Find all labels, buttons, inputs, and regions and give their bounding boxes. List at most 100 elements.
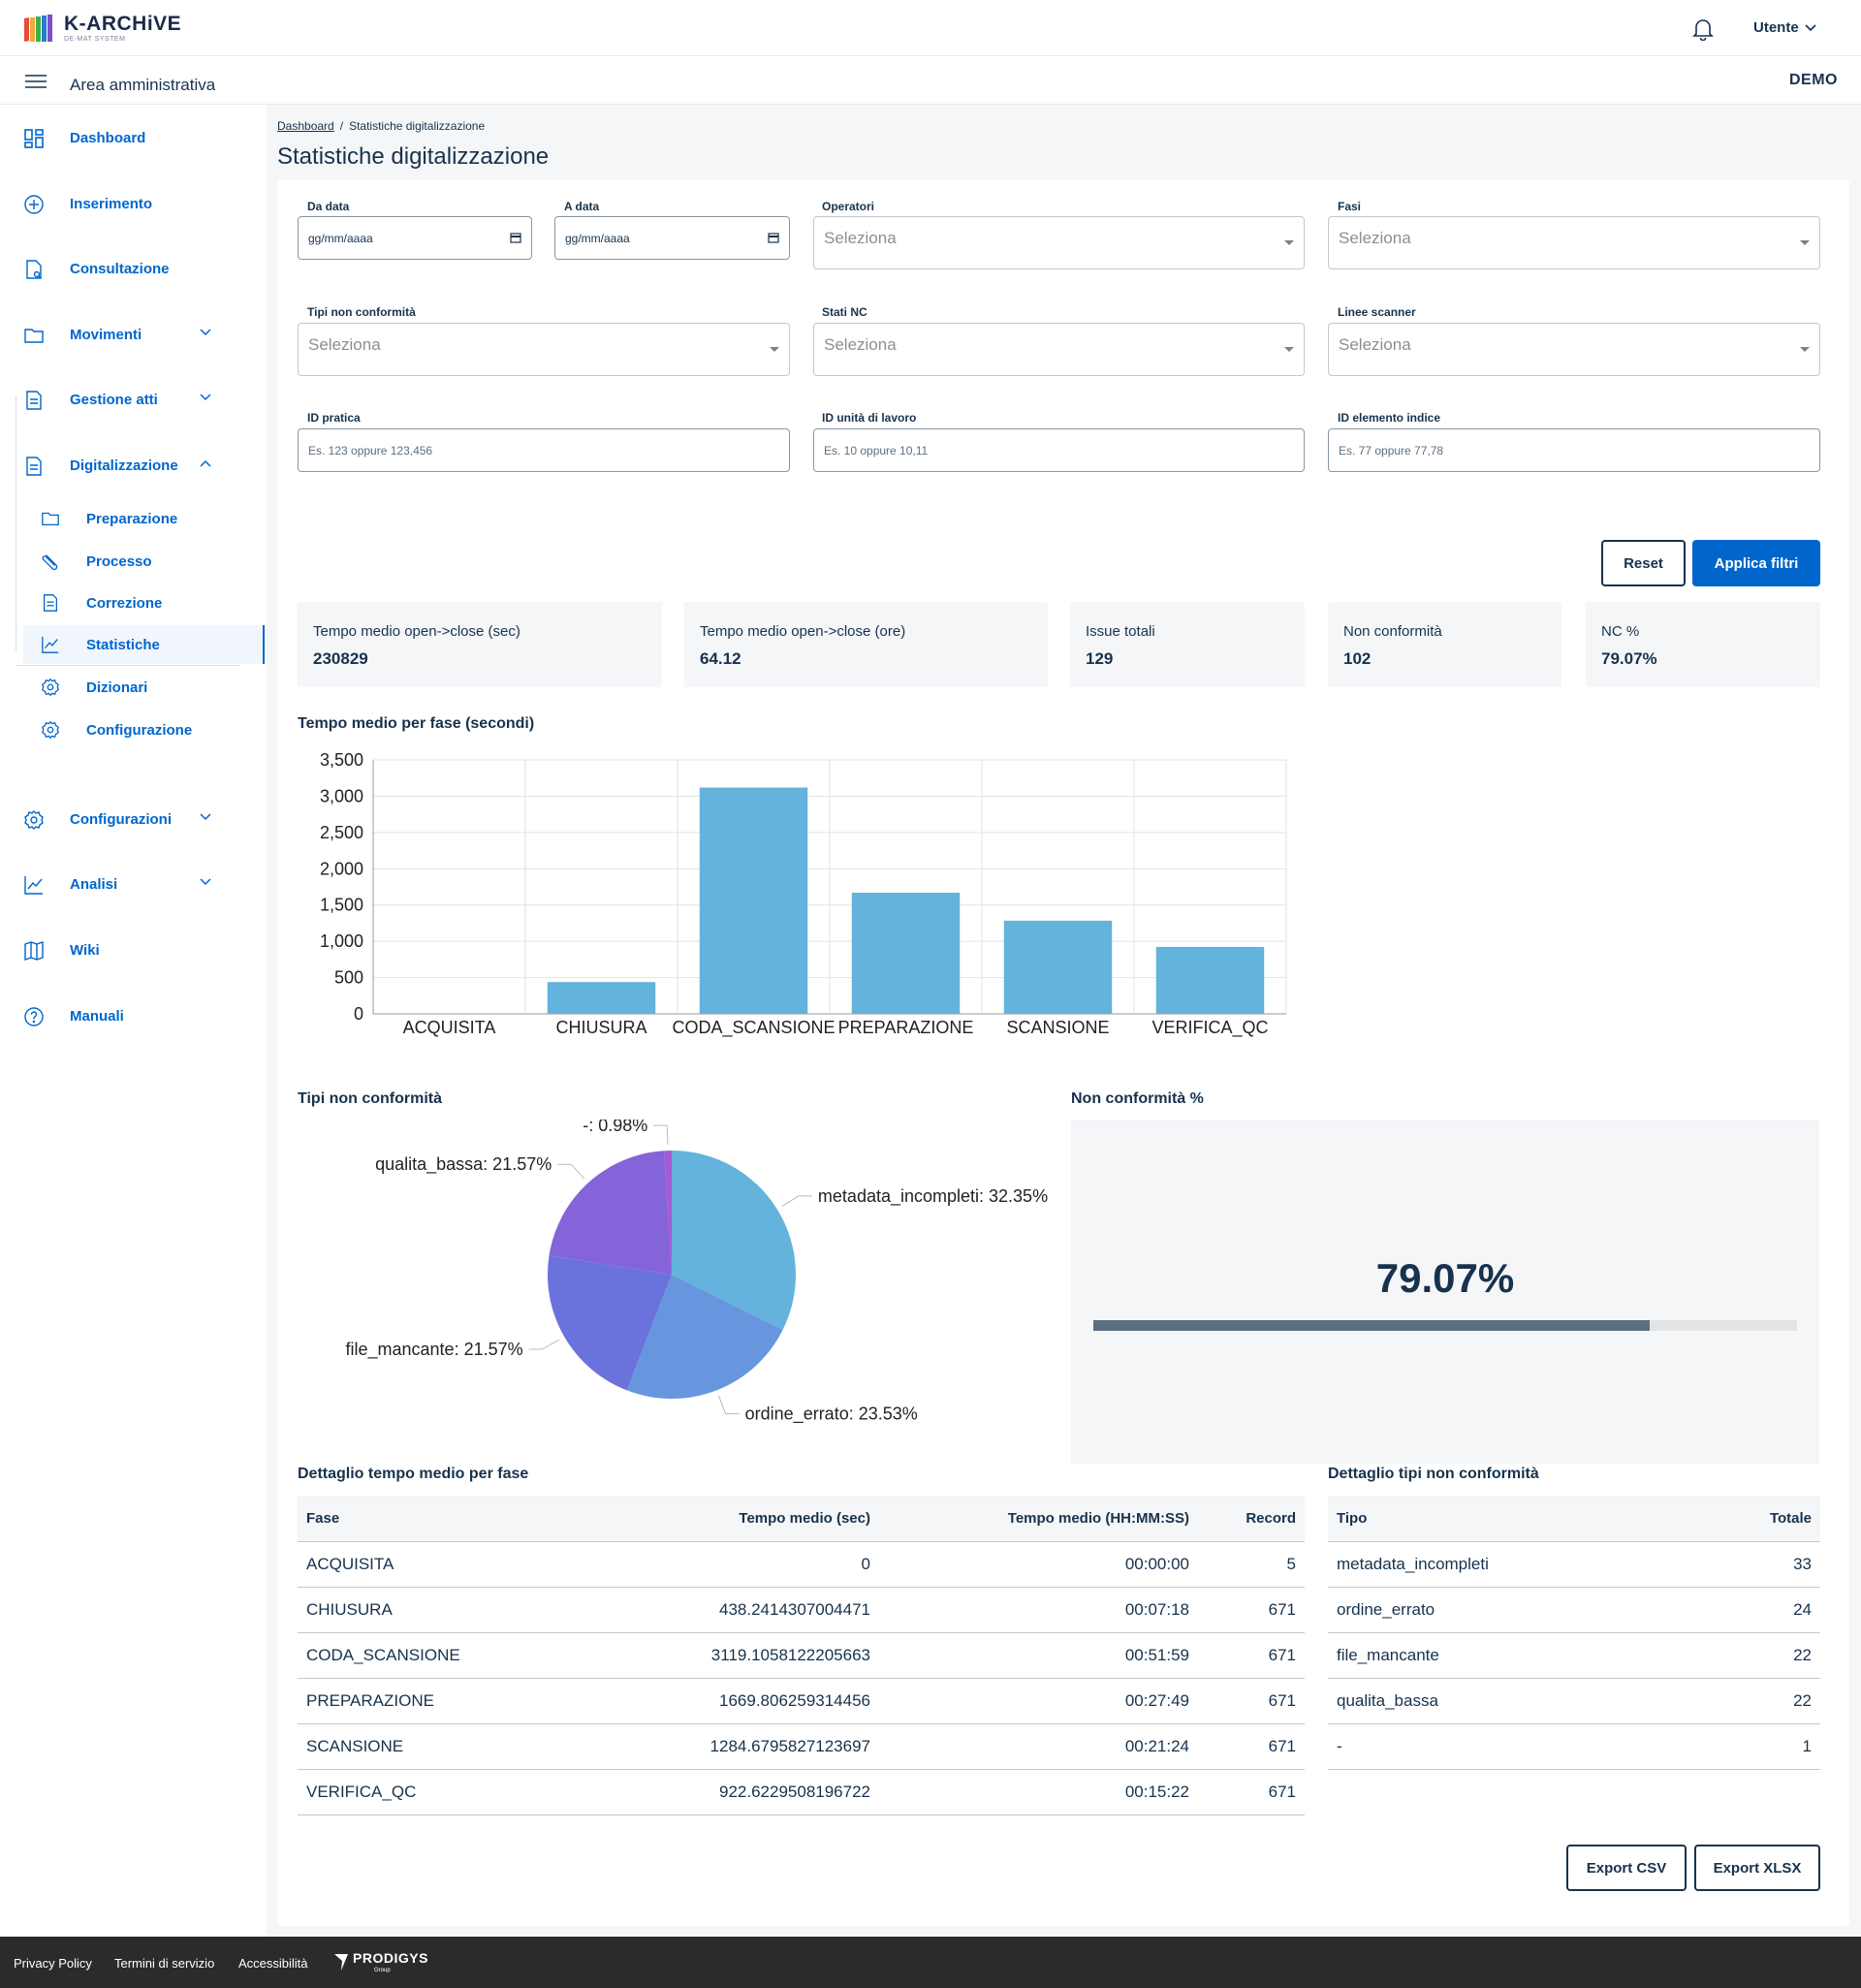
- sidebar-item-label: Consultazione: [70, 260, 170, 277]
- cell-tempo-hms: 00:51:59: [879, 1632, 1198, 1679]
- sidebar-item-label: Wiki: [70, 941, 100, 959]
- pie-slice[interactable]: [549, 1151, 672, 1275]
- sidebar-item-gestione-atti[interactable]: Gestione atti: [0, 380, 267, 419]
- id-unita-label: ID unità di lavoro: [822, 411, 917, 425]
- tipi-nc-placeholder: Seleziona: [308, 335, 381, 354]
- pie-slice[interactable]: [626, 1275, 783, 1399]
- apply-filters-button[interactable]: Applica filtri: [1692, 540, 1820, 586]
- chart-line-icon: [24, 876, 43, 895]
- sidebar-subitem-preparazione[interactable]: Preparazione: [23, 499, 265, 538]
- sidebar-item-configurazioni[interactable]: Configurazioni: [0, 800, 267, 838]
- sidebar-item-digitalizzazione[interactable]: Digitalizzazione: [0, 446, 267, 485]
- sidebar-item-wiki[interactable]: Wiki: [0, 931, 267, 969]
- pie-chart-title: Tipi non conformità: [298, 1090, 443, 1107]
- pie-slice-label: ordine_errato: 23.53%: [745, 1404, 918, 1425]
- notifications-bell-icon[interactable]: [1692, 17, 1714, 41]
- pie-slice[interactable]: [548, 1255, 672, 1391]
- y-tick-label: 500: [334, 968, 363, 988]
- tipi-nc-label: Tipi non conformità: [307, 305, 416, 319]
- breadcrumb-home-link[interactable]: Dashboard: [277, 119, 334, 133]
- sidebar-subitem-correzione[interactable]: Correzione: [23, 584, 265, 622]
- reset-button[interactable]: Reset: [1601, 540, 1686, 586]
- kpi-value: 230829: [313, 649, 368, 668]
- clip-icon: [42, 554, 58, 571]
- x-tick-label: VERIFICA_QC: [1151, 1018, 1268, 1038]
- cell-record: 671: [1198, 1678, 1305, 1724]
- x-tick-label: CODA_SCANSIONE: [672, 1018, 835, 1038]
- kpi-label: Non conformità: [1343, 623, 1442, 640]
- file-icon: [44, 594, 57, 612]
- pie-chart: metadata_incompleti: 32.35% ordine_errato…: [346, 1120, 1049, 1425]
- bar[interactable]: [1155, 946, 1265, 1014]
- bar[interactable]: [699, 787, 808, 1014]
- bar[interactable]: [1003, 920, 1113, 1014]
- file-icon: [26, 391, 42, 410]
- document-search-icon: [26, 260, 42, 279]
- tipi-nc-select[interactable]: Seleziona: [298, 323, 790, 376]
- column-header-tempo-hms[interactable]: Tempo medio (HH:MM:SS): [879, 1496, 1198, 1542]
- sidebar-subitem-statistiche[interactable]: Statistiche: [23, 625, 265, 664]
- id-elemento-input[interactable]: Es. 77 oppure 77,78: [1328, 428, 1820, 472]
- sidebar-subitem-label: Preparazione: [86, 510, 178, 527]
- sidebar-divider: [16, 665, 240, 666]
- logo-subtitle: DE-MAT SYSTEM: [64, 36, 126, 43]
- da-data-input[interactable]: gg/mm/aaaa: [298, 216, 532, 260]
- accessibility-link[interactable]: Accessibilità: [238, 1956, 308, 1971]
- column-header-tipo[interactable]: Tipo: [1328, 1496, 1693, 1542]
- pie-slice[interactable]: [664, 1151, 672, 1275]
- table-row: file_mancante 22: [1328, 1632, 1820, 1679]
- sidebar-item-dashboard[interactable]: Dashboard: [0, 118, 267, 157]
- operatori-placeholder: Seleziona: [824, 229, 897, 247]
- table-row: metadata_incompleti 33: [1328, 1541, 1820, 1588]
- column-header-record[interactable]: Record: [1198, 1496, 1305, 1542]
- export-xlsx-button[interactable]: Export XLSX: [1694, 1845, 1820, 1891]
- sidebar-subitem-dizionari[interactable]: Dizionari: [23, 668, 265, 707]
- hamburger-menu-icon[interactable]: [25, 75, 47, 88]
- cell-tempo-sec: 3119.1058122205663: [588, 1632, 879, 1679]
- logo[interactable]: K-ARCHiVE DE-MAT SYSTEM: [23, 13, 181, 44]
- user-menu[interactable]: Utente: [1753, 19, 1816, 36]
- fasi-select[interactable]: Seleziona: [1328, 216, 1820, 269]
- sidebar-subitem-configurazione[interactable]: Configurazione: [23, 710, 265, 749]
- cell-record: 671: [1198, 1632, 1305, 1679]
- brand-subtitle: Group: [374, 1968, 391, 1973]
- y-tick-label: 2,000: [320, 859, 363, 878]
- calendar-icon[interactable]: [510, 232, 521, 243]
- table-row: SCANSIONE 1284.6795827123697 00:21:24 671: [298, 1723, 1305, 1770]
- operatori-select[interactable]: Seleziona: [813, 216, 1305, 269]
- terms-link[interactable]: Termini di servizio: [114, 1956, 215, 1971]
- column-header-totale[interactable]: Totale: [1692, 1496, 1820, 1542]
- column-header-tempo-sec[interactable]: Tempo medio (sec): [588, 1496, 879, 1542]
- bar[interactable]: [851, 893, 961, 1014]
- cell-tempo-sec: 0: [588, 1541, 879, 1588]
- stati-nc-select[interactable]: Seleziona: [813, 323, 1305, 376]
- breadcrumb: Dashboard / Statistiche digitalizzazione: [277, 119, 485, 133]
- stati-nc-placeholder: Seleziona: [824, 335, 897, 354]
- sidebar-subitem-label: Correzione: [86, 594, 163, 612]
- a-data-input[interactable]: gg/mm/aaaa: [554, 216, 790, 260]
- pie-label-leader: [781, 1195, 812, 1207]
- id-unita-input[interactable]: Es. 10 oppure 10,11: [813, 428, 1305, 472]
- sidebar-subitem-processo[interactable]: Processo: [23, 542, 265, 581]
- table-row: -1: [1328, 1723, 1820, 1770]
- bar[interactable]: [547, 982, 656, 1014]
- caret-down-icon: [1800, 240, 1810, 245]
- sidebar-item-movimenti[interactable]: Movimenti: [0, 315, 267, 354]
- export-csv-button[interactable]: Export CSV: [1566, 1845, 1687, 1891]
- column-header-fase[interactable]: Fase: [298, 1496, 588, 1542]
- nc-percent-panel: 79.07%: [1071, 1120, 1819, 1464]
- privacy-policy-link[interactable]: Privacy Policy: [14, 1956, 92, 1971]
- caret-down-icon: [770, 347, 779, 352]
- sidebar-item-inserimento[interactable]: Inserimento: [0, 184, 267, 223]
- a-data-value: gg/mm/aaaa: [565, 231, 630, 245]
- sidebar-item-label: Gestione atti: [70, 391, 158, 408]
- chevron-down-icon: [200, 329, 211, 336]
- sidebar-item-consultazione[interactable]: Consultazione: [0, 249, 267, 288]
- sidebar-item-manuali[interactable]: Manuali: [0, 996, 267, 1035]
- calendar-icon[interactable]: [768, 232, 779, 243]
- linee-scanner-select[interactable]: Seleziona: [1328, 323, 1820, 376]
- kpi-label: Tempo medio open->close (sec): [313, 623, 520, 640]
- id-pratica-input[interactable]: Es. 123 oppure 123,456: [298, 428, 790, 472]
- pie-slice[interactable]: [672, 1151, 796, 1331]
- sidebar-item-analisi[interactable]: Analisi: [0, 865, 267, 903]
